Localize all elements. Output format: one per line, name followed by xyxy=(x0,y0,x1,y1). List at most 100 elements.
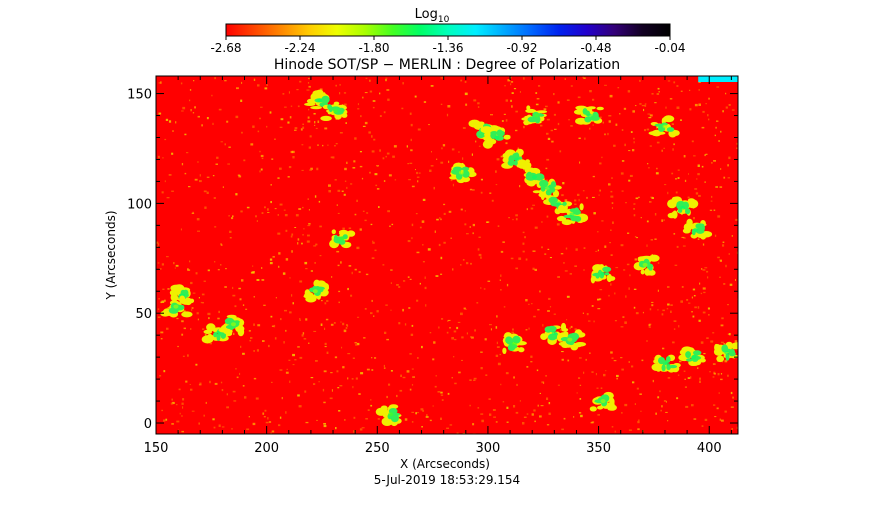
speckle xyxy=(736,147,738,149)
feature-halo xyxy=(599,264,604,269)
speckle xyxy=(633,137,635,140)
speckle xyxy=(267,208,269,211)
speckle xyxy=(297,346,300,348)
speckle xyxy=(207,312,211,316)
speckle xyxy=(216,156,219,159)
speckle xyxy=(191,410,195,412)
speckle xyxy=(523,169,526,171)
speckle xyxy=(278,265,280,268)
speckle xyxy=(313,113,316,115)
speckle xyxy=(532,267,535,270)
feature-halo xyxy=(683,223,693,232)
feature-core xyxy=(693,351,701,356)
speckle xyxy=(299,319,301,321)
speckle xyxy=(441,399,444,401)
speckle xyxy=(314,121,316,124)
speckle xyxy=(212,175,215,177)
speckle xyxy=(570,85,573,87)
speckle xyxy=(727,304,729,306)
speckle xyxy=(302,206,304,209)
speckle xyxy=(704,154,706,157)
speckle xyxy=(484,338,487,341)
speckle xyxy=(620,172,624,175)
speckle xyxy=(718,140,720,142)
speckle xyxy=(624,321,627,324)
speckle xyxy=(651,301,654,303)
feature-halo xyxy=(517,160,526,169)
speckle xyxy=(717,256,720,259)
speckle xyxy=(721,317,724,320)
speckle xyxy=(409,353,412,355)
speckle xyxy=(644,129,646,132)
speckle xyxy=(163,370,166,373)
speckle xyxy=(176,420,180,423)
feature-core xyxy=(496,129,503,137)
feature-core xyxy=(570,215,580,222)
speckle xyxy=(403,280,406,282)
speckle xyxy=(673,143,675,146)
speckle xyxy=(705,103,707,105)
speckle xyxy=(681,286,684,288)
speckle xyxy=(282,272,286,275)
speckle xyxy=(659,390,661,393)
speckle xyxy=(511,331,514,334)
speckle xyxy=(157,262,160,264)
speckle xyxy=(578,377,581,379)
speckle xyxy=(289,277,291,279)
speckle xyxy=(421,220,425,223)
speckle xyxy=(706,270,709,273)
speckle xyxy=(308,85,311,88)
feature-cluster xyxy=(556,203,589,226)
speckle xyxy=(548,297,551,300)
speckle xyxy=(370,223,373,226)
speckle xyxy=(435,275,439,277)
speckle xyxy=(685,405,689,408)
speckle xyxy=(533,315,536,318)
speckle xyxy=(422,198,426,201)
speckle xyxy=(693,155,696,157)
speckle xyxy=(621,368,624,371)
speckle xyxy=(201,124,203,127)
feature-cluster xyxy=(532,178,562,201)
speckle xyxy=(291,250,293,253)
speckle xyxy=(415,412,417,415)
speckle xyxy=(371,150,375,153)
speckle xyxy=(592,124,594,126)
feature-halo xyxy=(731,346,738,350)
speckle xyxy=(162,157,164,159)
speckle xyxy=(222,186,224,188)
speckle xyxy=(515,214,518,217)
speckle xyxy=(717,373,720,376)
speckle xyxy=(470,262,472,265)
speckle xyxy=(614,430,616,433)
speckle xyxy=(386,395,388,399)
speckle xyxy=(410,149,413,152)
speckle xyxy=(199,174,201,177)
speckle xyxy=(218,424,221,427)
speckle xyxy=(516,383,518,386)
speckle xyxy=(200,301,203,304)
speckle xyxy=(704,181,706,183)
speckle xyxy=(635,312,639,315)
speckle xyxy=(350,294,353,297)
speckle xyxy=(379,92,381,95)
speckle xyxy=(736,349,738,351)
speckle xyxy=(426,414,428,417)
speckle xyxy=(243,159,246,162)
speckle xyxy=(340,321,342,323)
speckle xyxy=(582,76,584,79)
speckle xyxy=(347,353,351,355)
speckle xyxy=(597,308,601,310)
speckle xyxy=(299,280,303,283)
speckle xyxy=(664,184,667,186)
speckle xyxy=(425,416,429,418)
speckle xyxy=(164,180,166,183)
speckle xyxy=(352,167,356,169)
speckle xyxy=(722,244,725,247)
speckle xyxy=(513,405,516,408)
speckle xyxy=(607,132,609,136)
speckle xyxy=(460,79,463,82)
speckle xyxy=(611,202,614,204)
